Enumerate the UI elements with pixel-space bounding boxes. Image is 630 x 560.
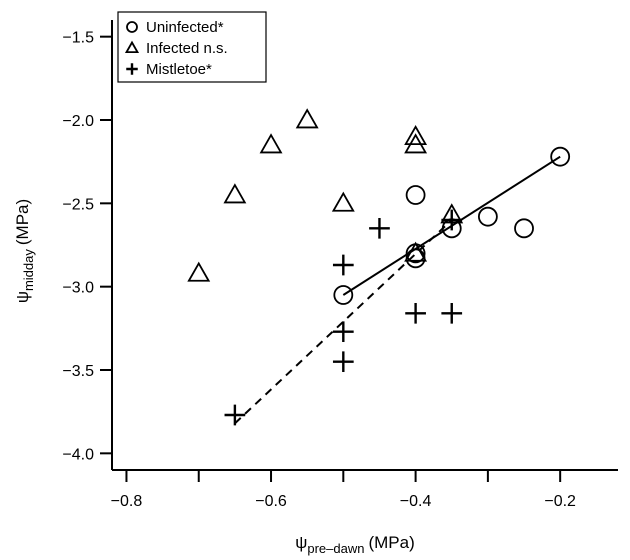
triangle-point	[259, 133, 283, 154]
x-axis-unit: (MPa)	[368, 533, 414, 552]
triangle-point	[404, 241, 428, 262]
legend-marker-circle	[126, 21, 138, 33]
legend-label: Infected n.s.	[146, 40, 228, 57]
data-marks	[187, 108, 571, 426]
x-tick-label: −0.6	[255, 493, 287, 510]
circle-point	[405, 185, 426, 205]
circle-point	[477, 206, 498, 227]
y-tick-label: −1.5	[62, 30, 94, 47]
plus-point	[369, 217, 390, 239]
y-tick-label: −3.0	[62, 280, 94, 297]
plus-point	[332, 254, 354, 276]
circle-point	[514, 218, 534, 239]
circle-point	[405, 248, 426, 269]
fit-lines	[234, 155, 561, 425]
legend-box	[117, 11, 267, 83]
plus-point	[405, 302, 426, 324]
plus-point	[224, 404, 246, 426]
y-tick-label: −2.0	[62, 113, 94, 130]
y-axis-title: ψmidday (MPa)	[13, 199, 36, 303]
legend-marker-triangle	[124, 40, 140, 54]
plus-point	[332, 351, 354, 373]
y-tick-label: −3.5	[62, 363, 94, 380]
legend-label: Mistletoe*	[146, 61, 212, 78]
x-tick-label: −0.8	[111, 493, 143, 510]
plus-point	[441, 209, 463, 231]
plus-point	[441, 302, 463, 324]
triangle-point	[331, 191, 355, 212]
triangle-point	[223, 183, 247, 204]
triangle-point	[404, 124, 428, 145]
triangle-point	[295, 108, 319, 129]
series-triangle	[187, 108, 464, 282]
x-axis-symbol: ψ	[295, 533, 307, 552]
plus-point	[332, 321, 354, 343]
axes: −1.5 −2.0 −2.5 −3.0 −3.5 −4.0 −0.8 −0.6 −0.4 −0.2	[62, 20, 618, 510]
legend-label: Uninfected*	[146, 19, 224, 36]
legend: Uninfected* Infected n.s. Mistletoe*	[117, 11, 267, 83]
triangle-point	[187, 261, 211, 282]
series-plus	[224, 209, 463, 426]
circle-point	[550, 146, 571, 167]
circle-point	[333, 285, 354, 305]
axis-titles: ψpre–dawn (MPa)ψmidday(MPa)	[13, 199, 415, 556]
y-tick-label: −2.5	[62, 196, 94, 213]
legend-marker-plus	[126, 63, 138, 75]
y-tick-label: −4.0	[62, 446, 94, 463]
mistletoe-fit-line	[234, 219, 453, 425]
x-axis-subscript: pre–dawn	[307, 541, 364, 556]
y-axis-unit: (MPa)	[13, 199, 32, 245]
x-tick-label: −0.2	[544, 493, 576, 510]
triangle-point	[404, 133, 428, 154]
x-axis-title: ψpre–dawn (MPa)	[295, 533, 415, 556]
y-axis-symbol: ψ	[13, 291, 32, 303]
x-tick-label: −0.4	[400, 493, 432, 510]
y-axis-subscript: midday	[21, 249, 36, 291]
